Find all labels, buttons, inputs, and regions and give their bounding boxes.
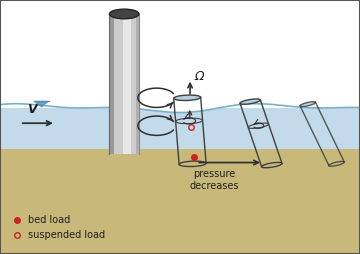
Text: Ω: Ω xyxy=(194,70,204,83)
Bar xyxy=(0,108,360,149)
Text: suspended load: suspended load xyxy=(28,230,105,240)
Ellipse shape xyxy=(174,95,201,101)
Ellipse shape xyxy=(240,99,260,104)
Text: bed load: bed load xyxy=(28,215,70,225)
Polygon shape xyxy=(35,102,48,107)
Text: pressure
decreases: pressure decreases xyxy=(189,169,239,190)
Ellipse shape xyxy=(109,9,139,19)
Bar xyxy=(0,0,360,108)
Text: V: V xyxy=(27,103,37,116)
Bar xyxy=(0,149,360,254)
Ellipse shape xyxy=(300,102,315,106)
